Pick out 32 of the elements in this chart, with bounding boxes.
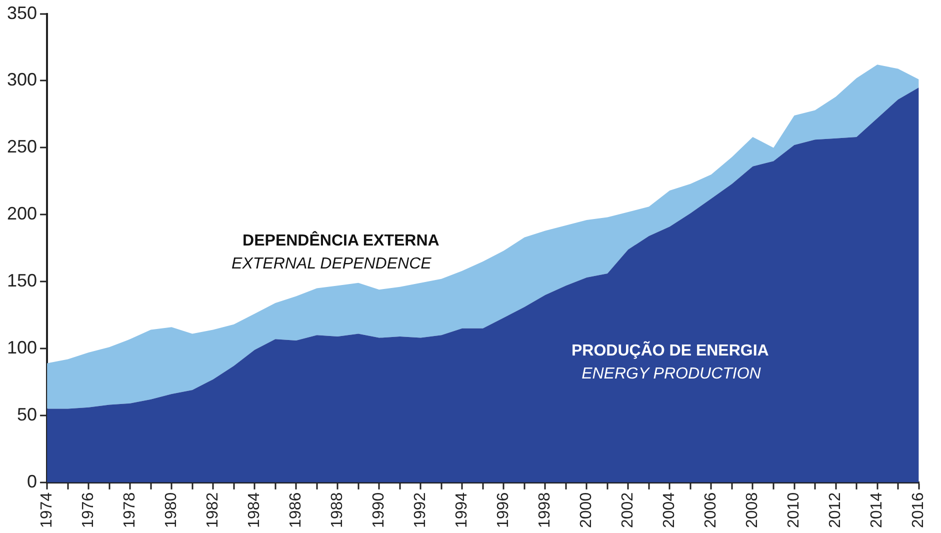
y-tick-label: 150 bbox=[6, 270, 38, 291]
x-tick-label: 1994 bbox=[454, 492, 471, 528]
x-tick-label: 1976 bbox=[80, 492, 97, 528]
x-tick-label: 2008 bbox=[744, 492, 762, 528]
x-tick-label: 2010 bbox=[786, 492, 803, 528]
x-tick-label: 1984 bbox=[246, 492, 263, 528]
x-tick-label: 1974 bbox=[38, 492, 56, 528]
x-tick-label: 1998 bbox=[536, 492, 554, 528]
x-tick-label: 1988 bbox=[329, 492, 346, 528]
y-tick-label: 50 bbox=[17, 404, 38, 424]
x-tick-label: 2000 bbox=[578, 492, 596, 528]
y-tick-label: 200 bbox=[6, 204, 38, 224]
y-tick-label: 0 bbox=[27, 471, 38, 492]
x-tick-label: 1996 bbox=[495, 492, 512, 528]
y-tick-label: 300 bbox=[6, 70, 38, 90]
x-tick-label: 1978 bbox=[121, 492, 138, 528]
x-tick-label: 1980 bbox=[162, 492, 180, 528]
series-label: DEPENDÊNCIA EXTERNA EXTERNAL DEPENDENCE bbox=[232, 230, 440, 273]
x-tick-label: 2004 bbox=[661, 492, 678, 528]
y-tick-label: 250 bbox=[6, 136, 38, 157]
x-tick-label: 1986 bbox=[288, 492, 305, 528]
series-label: PRODUÇÃO DE ENERGIA ENERGY PRODUCTION bbox=[571, 340, 770, 383]
x-tick-label: 1982 bbox=[204, 492, 222, 528]
x-tick-label: 2016 bbox=[910, 492, 928, 528]
x-tick-label: 2012 bbox=[827, 492, 844, 528]
y-tick-label: 350 bbox=[6, 2, 38, 23]
y-tick-label: 100 bbox=[6, 337, 38, 358]
x-tick-label: 2002 bbox=[620, 492, 637, 528]
x-tick-label: 1992 bbox=[412, 492, 430, 528]
x-tick-label: 1990 bbox=[370, 492, 388, 528]
x-tick-label: 2006 bbox=[702, 492, 720, 528]
x-tick-label: 2014 bbox=[868, 492, 886, 528]
